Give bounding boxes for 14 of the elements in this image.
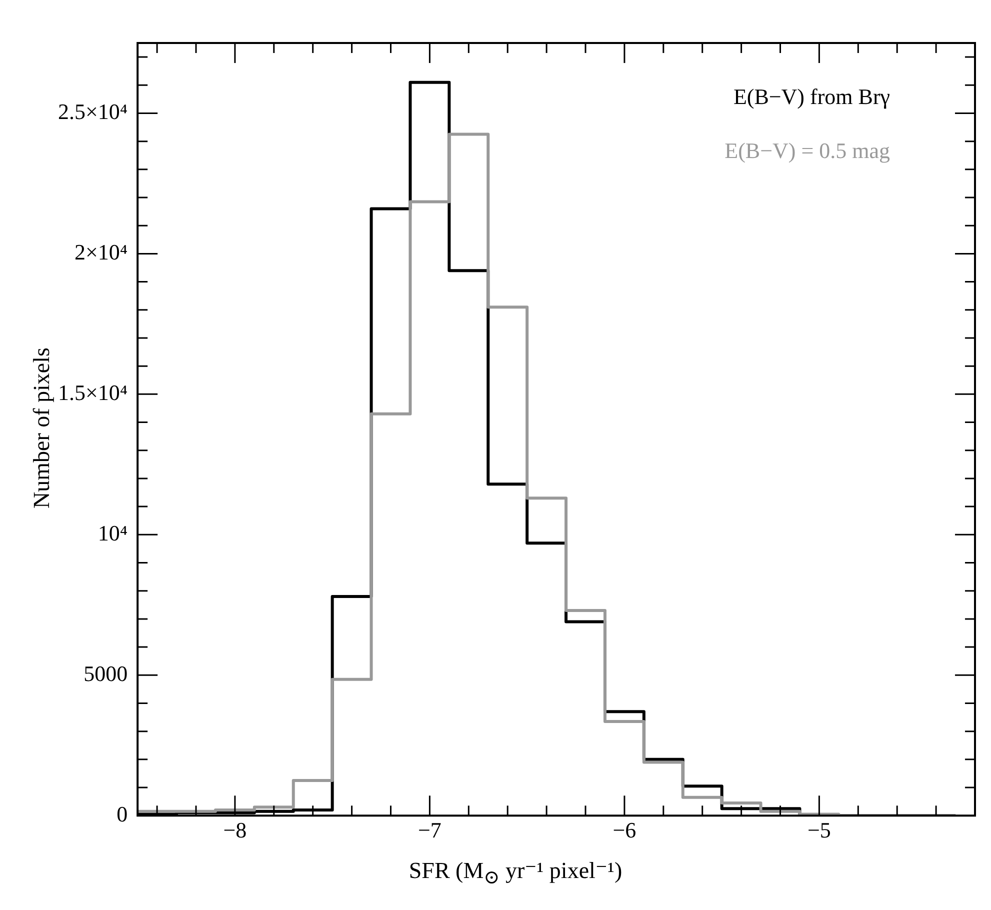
y-tick-label: 2×10⁴ <box>74 239 128 264</box>
x-tick-label: −6 <box>612 818 636 843</box>
y-tick-label: 5000 <box>84 660 128 686</box>
x-tick-label: −7 <box>418 818 442 843</box>
text: E(B−V) = 0.5 mag <box>724 138 890 163</box>
legend-label: E(B−V) from Brγ <box>733 84 890 109</box>
y-tick-label: 0 <box>116 801 128 826</box>
x-tick-label: −5 <box>807 818 831 843</box>
x-tick-label: −8 <box>223 818 247 843</box>
x-axis-title: SFR (M$_{⊙}$ yr⁻¹ pixel⁻¹) <box>408 858 624 890</box>
y-tick-label: 10⁴ <box>98 520 128 546</box>
y-tick-label: 2.5×10⁴ <box>58 99 128 124</box>
y-axis-title: Number of pixels <box>29 348 55 508</box>
y-tick-label: 1.5×10⁴ <box>58 380 128 405</box>
